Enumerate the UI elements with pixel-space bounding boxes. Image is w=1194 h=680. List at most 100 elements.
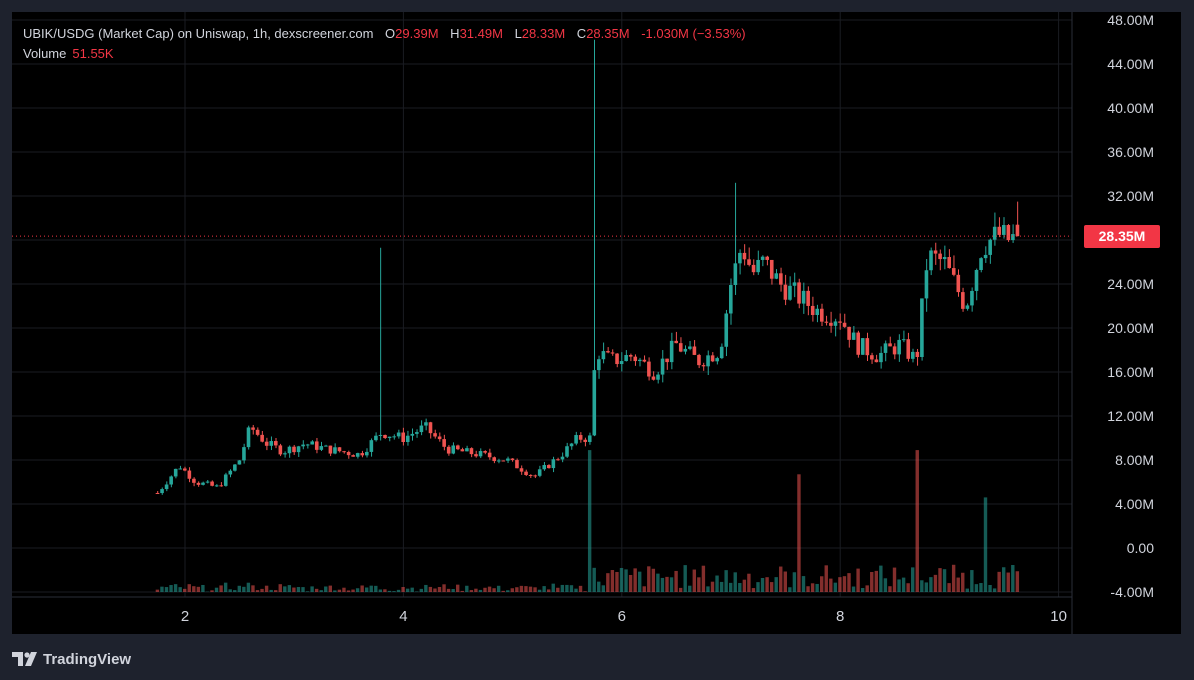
volume-bar	[524, 586, 528, 592]
candle-body	[951, 268, 956, 275]
y-tick-label: 36.00M	[1107, 144, 1154, 160]
candle-body	[374, 435, 378, 441]
candle-body	[342, 451, 346, 453]
candle-body	[747, 259, 751, 265]
candle-body	[496, 460, 501, 462]
candle-body	[237, 460, 242, 465]
volume-bar	[619, 567, 624, 592]
volume-bar	[487, 586, 492, 592]
candle-body	[651, 376, 656, 380]
candle-body	[729, 285, 733, 314]
volume-bar	[1011, 565, 1015, 592]
volume-bar	[892, 567, 897, 592]
volume-bar	[979, 583, 983, 592]
candle-body	[628, 355, 633, 357]
volume-bar	[933, 574, 938, 592]
x-tick-label: 2	[181, 608, 189, 625]
volume-bar	[469, 590, 474, 592]
candle-body	[806, 290, 810, 306]
tradingview-brand[interactable]: TradingView	[12, 648, 131, 670]
legend-change-value: -1.030M (−3.53%)	[641, 26, 746, 41]
volume-bar	[510, 588, 514, 592]
candle-body	[187, 470, 192, 479]
candle-body	[688, 346, 692, 349]
volume-bar	[1006, 572, 1010, 592]
volume-bar	[474, 588, 478, 592]
volume-bar	[251, 585, 255, 592]
legend-volume-label: Volume	[23, 46, 67, 61]
candle-body	[442, 439, 446, 447]
volume-bar	[769, 582, 774, 592]
volume-bar	[428, 586, 433, 592]
candle-body	[992, 226, 997, 240]
candle-body	[710, 355, 715, 362]
candle-body	[483, 451, 487, 453]
candle-body	[742, 252, 747, 260]
x-tick-label: 6	[618, 608, 626, 625]
volume-bar	[319, 590, 323, 592]
candle-body	[478, 451, 483, 457]
volume-bar	[820, 576, 824, 592]
volume-bar	[196, 586, 201, 592]
candle-body	[506, 458, 510, 461]
legend-volume-row: Volume 51.55K	[23, 44, 746, 64]
volume-bar	[674, 570, 678, 592]
volume-bar	[838, 577, 842, 592]
candle-body	[965, 305, 970, 309]
chart-legend: UBIK/USDG (Market Cap) on Uniswap, 1h, d…	[23, 24, 746, 64]
volume-bar	[601, 585, 605, 592]
candle-body	[556, 459, 560, 461]
candle-body	[446, 446, 451, 454]
volume-bar	[578, 585, 583, 592]
volume-bar	[333, 590, 337, 592]
volume-bar	[751, 588, 756, 592]
volume-bar	[223, 582, 228, 592]
volume-bar	[747, 573, 751, 592]
volume-bar	[387, 590, 392, 592]
chart-frame[interactable]: 48.00M44.00M40.00M36.00M32.00M28.00M24.0…	[12, 12, 1181, 634]
candle-body	[456, 445, 460, 450]
y-tick-label: 4.00M	[1115, 496, 1154, 512]
candle-body	[810, 305, 815, 315]
volume-bar	[528, 586, 533, 592]
candle-body	[492, 457, 496, 462]
x-tick-label: 4	[399, 608, 407, 625]
candle-body	[460, 449, 465, 452]
volume-bar	[642, 586, 646, 592]
legend-title: UBIK/USDG (Market Cap) on Uniswap, 1h, d…	[23, 26, 374, 41]
candle-body	[797, 282, 801, 304]
candle-body	[196, 482, 201, 485]
volume-bar	[692, 569, 696, 592]
brand-name: TradingView	[43, 650, 132, 668]
volume-bar	[788, 587, 792, 592]
candle-body	[956, 274, 961, 293]
volume-bar	[638, 571, 642, 592]
candle-body	[756, 259, 760, 273]
volume-bar	[906, 583, 910, 592]
volume-bar	[797, 474, 801, 592]
volume-bar	[446, 588, 451, 592]
candle-body	[510, 458, 515, 461]
chart-canvas[interactable]: 48.00M44.00M40.00M36.00M32.00M28.00M24.0…	[12, 12, 1181, 634]
volume-bar	[246, 582, 251, 592]
candle-body	[287, 446, 292, 454]
candle-body	[301, 444, 305, 447]
y-tick-label: -4.00M	[1110, 584, 1154, 600]
volume-bar	[628, 574, 633, 592]
y-tick-label: 16.00M	[1107, 364, 1154, 380]
candle-body	[815, 308, 820, 315]
legend-ohlc-row: UBIK/USDG (Market Cap) on Uniswap, 1h, d…	[23, 24, 746, 44]
volume-bar	[492, 588, 496, 592]
candle-body	[251, 427, 255, 430]
volume-bar	[278, 584, 282, 592]
candle-body	[642, 359, 647, 362]
candle-body	[278, 445, 283, 455]
volume-bar	[547, 589, 551, 592]
volume-bar	[451, 589, 455, 592]
candle-body	[938, 253, 942, 260]
volume-bar	[647, 566, 651, 592]
candle-body	[888, 343, 892, 347]
candle-body	[692, 346, 697, 355]
volume-bar	[537, 589, 542, 592]
candle-body	[638, 359, 642, 362]
